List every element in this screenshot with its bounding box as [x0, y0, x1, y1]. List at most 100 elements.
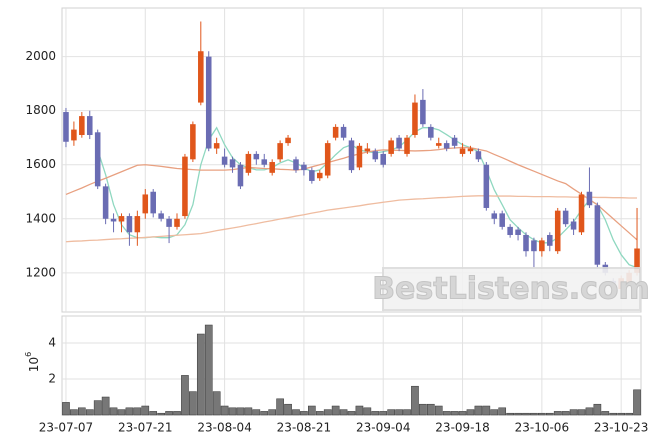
candle-body — [198, 51, 204, 103]
volume-bar — [315, 411, 324, 416]
candle-body — [245, 153, 252, 173]
candle-body — [237, 164, 244, 187]
candle-body — [301, 164, 307, 171]
volume-bar — [490, 409, 499, 416]
volume-tick-label: 4 — [48, 336, 56, 350]
candle-body — [594, 205, 601, 265]
candle-body — [380, 153, 387, 165]
y-tick-label: 1200 — [25, 265, 56, 279]
candle-body — [634, 248, 640, 273]
candle-body — [586, 191, 593, 206]
candle-body — [475, 151, 482, 160]
volume-bar — [530, 412, 538, 416]
volume-scale-exponent: 6 — [24, 352, 33, 357]
volume-bar — [545, 412, 554, 416]
candle-body — [578, 194, 585, 233]
volume-bar — [466, 409, 475, 416]
candle-body — [126, 216, 133, 233]
volume-bar — [173, 411, 181, 416]
volume-bar — [585, 407, 594, 416]
candle-body — [71, 129, 77, 141]
candle-body — [205, 56, 212, 149]
candle-body — [554, 210, 561, 252]
volume-bar — [62, 402, 70, 416]
volume-bar — [442, 411, 451, 416]
volume-bar — [538, 412, 546, 416]
volume-bar — [593, 403, 602, 416]
volume-bar — [109, 407, 118, 416]
volume-bar — [125, 407, 134, 416]
candle-body — [523, 234, 529, 252]
candle-body — [396, 137, 402, 149]
candle-body — [420, 99, 426, 125]
volume-bar — [569, 409, 578, 416]
candle-body — [142, 194, 149, 214]
volume-bar — [617, 412, 625, 416]
volume-bar — [522, 412, 530, 416]
volume-tick-label: 2 — [48, 372, 56, 386]
candle-body — [110, 218, 117, 222]
y-tick-label: 1400 — [25, 211, 56, 225]
volume-bar — [609, 412, 618, 416]
candle-body — [261, 159, 268, 165]
moving-average-line — [65, 195, 638, 243]
volume-bar — [70, 409, 78, 416]
volume-bar — [633, 389, 641, 416]
candle-body — [221, 156, 228, 165]
volume-scale-base: 10 — [27, 357, 41, 372]
volume-bar — [339, 409, 348, 416]
volume-bar — [482, 405, 491, 416]
candle-body — [190, 124, 196, 160]
candle-body — [515, 229, 521, 235]
volume-bar — [514, 412, 522, 416]
candle-body — [102, 186, 109, 219]
watermark: BestListens.com — [372, 267, 650, 311]
x-tick-label: 23-09-04 — [356, 421, 410, 435]
volume-bar — [93, 400, 102, 416]
candle-body — [388, 140, 394, 154]
candle-body — [324, 143, 331, 176]
volume-bar — [101, 396, 110, 416]
y-tick-label: 1600 — [25, 157, 56, 171]
volume-layer — [62, 324, 641, 416]
watermark-text: BestListens.com — [372, 272, 650, 307]
candle-body — [158, 213, 164, 219]
volume-bar — [561, 411, 570, 416]
candle-body — [316, 172, 323, 179]
x-tick-label: 23-10-06 — [515, 421, 569, 435]
volume-bar — [308, 405, 316, 416]
volume-bar — [284, 403, 292, 416]
label-layer: 106 1200 1400 1600 1800 2000 2 4 23-07-07 23-07-… — [24, 49, 649, 434]
volume-bar — [553, 411, 562, 416]
candle-body — [63, 112, 69, 142]
candle-body — [483, 164, 490, 208]
volume-bar — [165, 411, 173, 416]
volume-bar — [276, 398, 284, 416]
volume-bar — [204, 324, 213, 416]
volume-bar — [85, 409, 94, 416]
candle-body — [269, 162, 275, 173]
volume-bar — [117, 409, 126, 416]
volume-bar — [434, 405, 443, 416]
volume-bar — [141, 405, 150, 416]
volume-bar — [403, 409, 411, 416]
candle-body — [467, 148, 474, 152]
volume-bar — [292, 409, 300, 416]
candle-body — [309, 170, 315, 181]
volume-bar — [498, 407, 507, 416]
volume-bar — [355, 405, 364, 416]
y-tick-label: 1800 — [25, 103, 56, 117]
y-tick-label: 2000 — [25, 49, 56, 63]
volume-bar — [212, 391, 221, 416]
volume-bar — [577, 409, 586, 416]
volume-bar — [371, 411, 380, 416]
candle-body — [293, 159, 299, 171]
candle-body — [364, 148, 371, 152]
candle-body — [451, 137, 458, 146]
candle-body — [404, 137, 410, 154]
volume-scale-label: 106 — [24, 352, 41, 372]
volume-bar — [157, 412, 165, 416]
candle-body — [150, 191, 156, 214]
